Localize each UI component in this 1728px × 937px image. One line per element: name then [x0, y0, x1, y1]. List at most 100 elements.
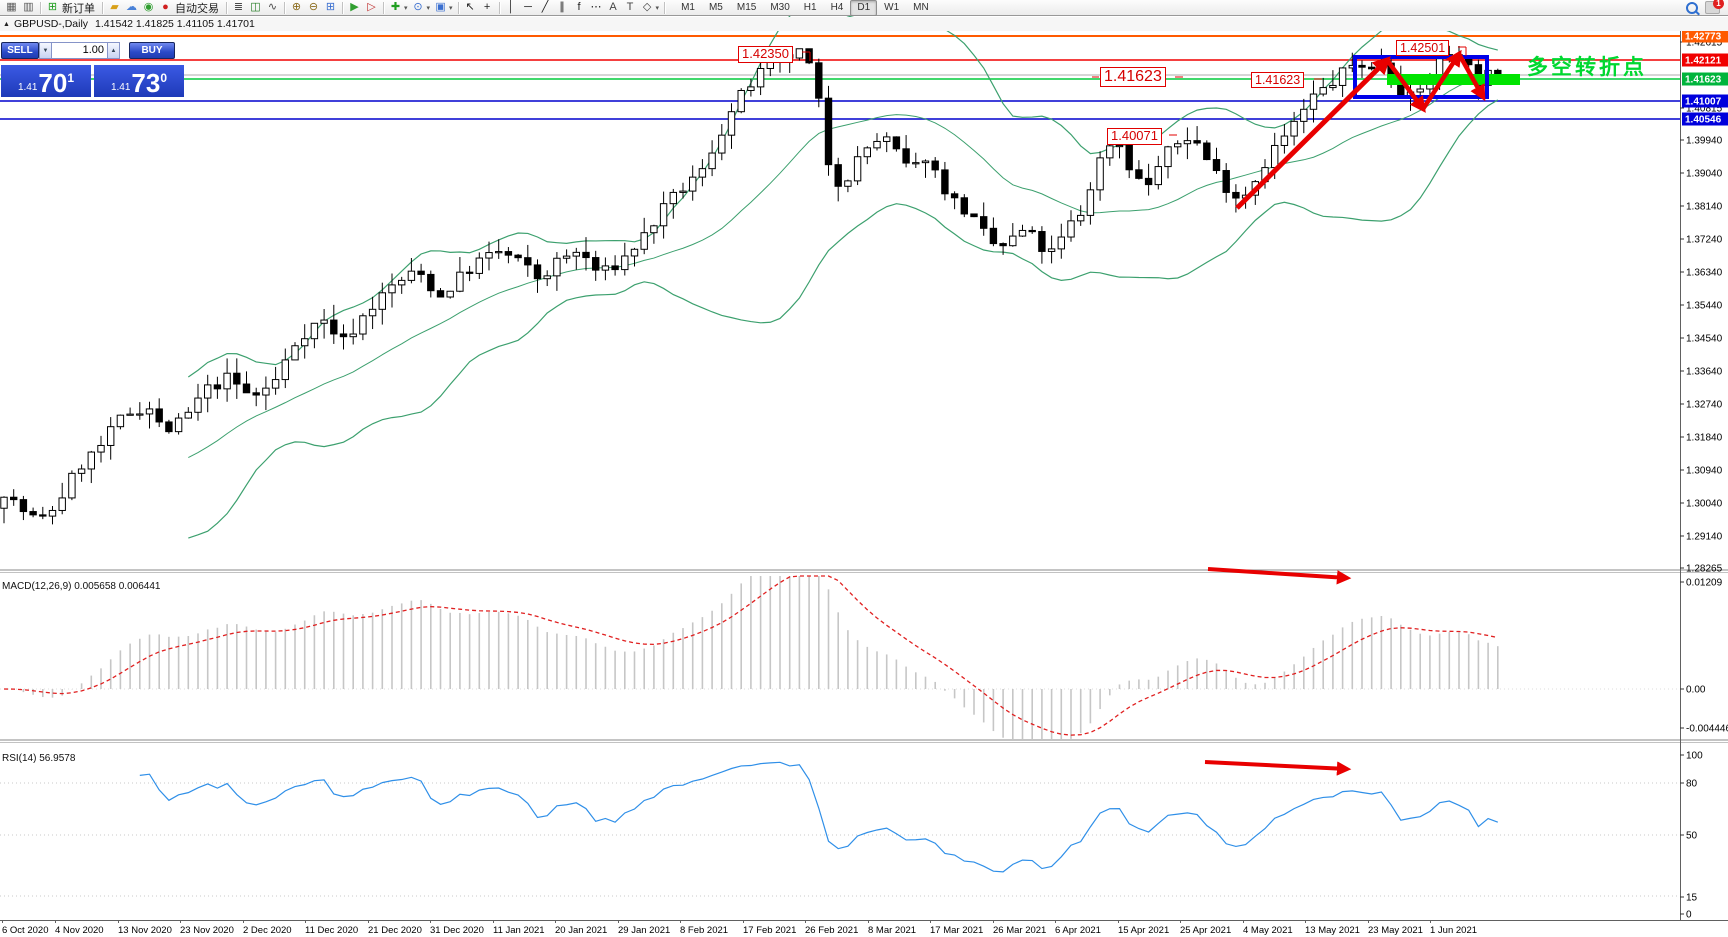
toolbar-separator	[226, 1, 227, 14]
sell-price-display[interactable]: 1.41 70 1	[1, 65, 91, 97]
trend-arrow	[1235, 56, 1391, 210]
timeframe-m1[interactable]: M1	[681, 1, 695, 13]
volume-decrease-button[interactable]: ▼	[39, 42, 52, 59]
timeframe-h4[interactable]: H4	[830, 1, 844, 13]
zoom-out-icon[interactable]: ⊖	[308, 1, 319, 13]
timeframe-m15[interactable]: M15	[736, 1, 757, 13]
volume-input[interactable]: 1.00	[52, 42, 107, 59]
svg-text:8 Mar 2021: 8 Mar 2021	[868, 925, 916, 936]
zigzag-arrow	[1421, 49, 1462, 111]
candlesticks	[0, 45, 1502, 525]
sell-price-sup: 1	[67, 71, 75, 85]
autotrading-icon[interactable]: ●	[162, 1, 169, 13]
svg-text:26 Feb 2021: 26 Feb 2021	[805, 925, 858, 936]
timeframe-d1[interactable]: D1	[850, 0, 878, 16]
svg-text:17 Mar 2021: 17 Mar 2021	[930, 925, 983, 936]
notifications-icon[interactable]: 1	[1705, 0, 1724, 14]
svg-text:0: 0	[1686, 910, 1692, 921]
periods-dropdown-caret[interactable]: ▾	[426, 4, 431, 12]
label-icon[interactable]: T	[626, 1, 634, 13]
toolbar-separator	[498, 1, 500, 14]
svg-text:1.41007: 1.41007	[1685, 97, 1722, 108]
price-callout-0[interactable]: 1.42350	[738, 46, 793, 63]
market-watch-icon[interactable]: ▥	[23, 1, 34, 13]
macd-arrow	[1207, 567, 1352, 585]
crosshair-icon[interactable]: +	[483, 1, 491, 13]
new-order-label[interactable]: 新订单	[62, 2, 95, 15]
vertical-line-icon[interactable]: │	[507, 1, 515, 13]
svg-text:2 Dec 2020: 2 Dec 2020	[243, 925, 292, 936]
deposit-icon[interactable]: ▰	[110, 1, 119, 13]
horizontal-line-icon[interactable]: ─	[524, 1, 532, 13]
svg-text:1.34540: 1.34540	[1686, 334, 1723, 345]
svg-text:1.42615: 1.42615	[1686, 38, 1723, 49]
timeframe-w1[interactable]: W1	[884, 1, 900, 13]
svg-text:1.40546: 1.40546	[1685, 115, 1722, 126]
svg-text:13 May 2021: 13 May 2021	[1305, 925, 1360, 936]
community-icon[interactable]: ☁	[126, 1, 137, 13]
chart-shift-icon[interactable]: ▷	[367, 1, 376, 13]
new-order-icon[interactable]: ⊞	[47, 1, 58, 13]
svg-text:1.39040: 1.39040	[1686, 169, 1723, 180]
shapes-dropdown-caret[interactable]: ▾	[655, 4, 660, 12]
svg-text:100: 100	[1686, 751, 1703, 762]
turning-point-note[interactable]: 多空转折点	[1527, 56, 1647, 79]
shapes-icon[interactable]: ◇	[642, 1, 652, 13]
timeframe-m30[interactable]: M30	[770, 1, 790, 13]
trendline-icon[interactable]: ╱	[541, 1, 549, 13]
macd-histogram	[12, 576, 1499, 739]
toolbar-separator	[284, 1, 285, 14]
price-level-lines	[0, 35, 1680, 120]
autotrading-label[interactable]: 自动交易	[175, 2, 219, 15]
fibonacci-icon[interactable]: f	[577, 1, 581, 13]
svg-text:8 Feb 2021: 8 Feb 2021	[680, 925, 728, 936]
rsi-indicator-label: RSI(14) 56.9578	[2, 753, 76, 764]
cycle-lines-icon[interactable]: ⋯	[590, 1, 602, 13]
tile-windows-icon[interactable]: ⊞	[325, 1, 336, 13]
buy-price-sup: 0	[160, 71, 168, 85]
svg-text:4 Nov 2020: 4 Nov 2020	[55, 925, 104, 936]
timeframe-h1[interactable]: H1	[803, 1, 817, 13]
indicators-icon[interactable]: ✚	[390, 1, 401, 13]
auto-scroll-icon[interactable]: ▶	[350, 1, 359, 13]
new-chart-icon[interactable]: ▦	[6, 1, 17, 13]
price-callout-4[interactable]: 1.42501	[1396, 40, 1450, 56]
svg-text:23 May 2021: 23 May 2021	[1368, 925, 1423, 936]
timeframe-mn[interactable]: MN	[913, 1, 929, 13]
search-icon[interactable]	[1686, 1, 1698, 14]
text-icon[interactable]: A	[609, 1, 617, 13]
templates-icon[interactable]: ▣	[435, 1, 446, 13]
templates-dropdown-caret[interactable]: ▾	[449, 4, 453, 12]
price-callout-1[interactable]: 1.41623	[1100, 67, 1166, 87]
svg-text:11 Dec 2020: 11 Dec 2020	[305, 925, 358, 936]
svg-text:1.41623: 1.41623	[1685, 75, 1722, 86]
timeframe-m5[interactable]: M5	[708, 1, 723, 13]
buy-price-display[interactable]: 1.41 73 0	[94, 65, 184, 97]
buy-price-big: 73	[131, 68, 161, 98]
green-zone-bar	[1387, 74, 1520, 85]
cursor-icon[interactable]: ↖	[465, 1, 475, 13]
main-toolbar: ▦ ▥ ⊞ 新订单 ▰ ☁ ◉ ● 自动交易 ≣ ◫ ∿ ⊕ ⊖ ⊞ ▶ ▷ ✚ ▾ ⊙ ▾ ▣ ▾ ↖ + │ ─ ╱ ∥ f ⋯ A T ◇ ▾…	[0, 0, 1728, 16]
channel-icon[interactable]: ∥	[559, 1, 565, 13]
periods-icon[interactable]: ⊙	[413, 1, 423, 13]
indicators-dropdown-caret[interactable]: ▾	[404, 4, 408, 12]
toolbar-separator	[383, 1, 384, 14]
candlestick-chart-icon[interactable]: ◫	[250, 1, 261, 13]
bar-chart-icon[interactable]: ≣	[233, 1, 244, 13]
volume-increase-button[interactable]: ▲	[107, 42, 120, 59]
chart-symbol: GBPUSD-,Daily	[13, 18, 89, 30]
collapse-icon[interactable]: ▲	[3, 20, 10, 28]
macd-indicator-label: MACD(12,26,9) 0.005658 0.006441	[2, 581, 161, 592]
zoom-in-icon[interactable]: ⊕	[291, 1, 302, 13]
buy-button[interactable]: BUY	[129, 42, 175, 59]
rsi-line	[139, 761, 1499, 873]
svg-text:1 Jun 2021: 1 Jun 2021	[1430, 925, 1477, 936]
price-callout-3[interactable]: 1.40071	[1107, 128, 1162, 145]
signals-icon[interactable]: ◉	[143, 1, 154, 13]
svg-text:1.28265: 1.28265	[1686, 564, 1723, 575]
svg-text:15: 15	[1686, 893, 1698, 904]
price-callout-2[interactable]: 1.41623	[1251, 72, 1305, 88]
sell-button[interactable]: SELL	[1, 42, 39, 59]
line-chart-icon[interactable]: ∿	[267, 1, 278, 13]
